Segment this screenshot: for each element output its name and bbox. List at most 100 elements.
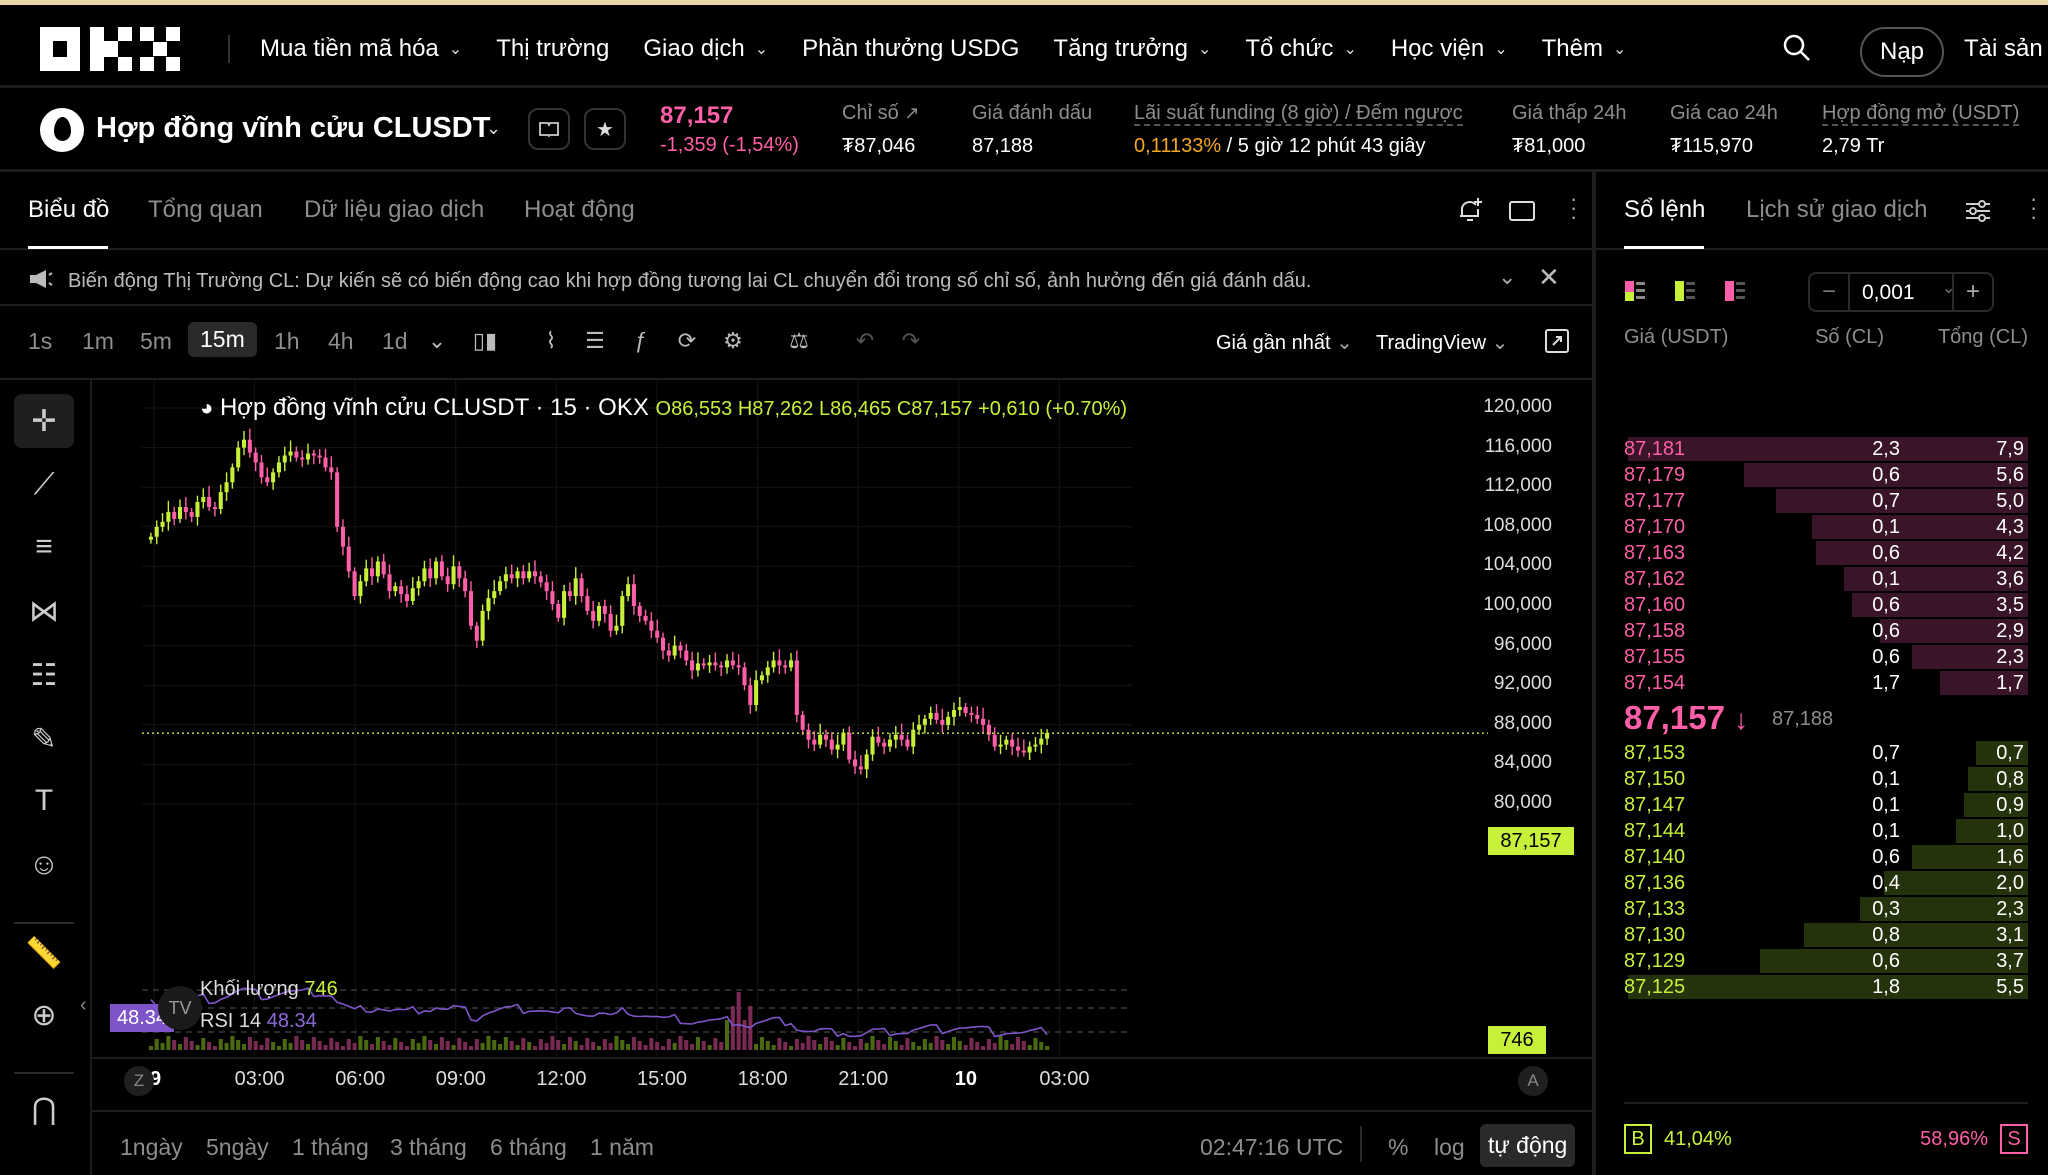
candle[interactable] [480,604,485,646]
candle[interactable] [614,614,619,635]
plus-icon[interactable]: + [1952,274,1992,310]
candle[interactable] [748,677,753,714]
candle[interactable] [1045,729,1050,745]
bid-row[interactable]: 87,136 0,4 2,0 [1596,870,2028,896]
timeframe-1m[interactable]: 1m [82,328,114,354]
external-link-icon[interactable]: ↗ [904,103,920,123]
candle[interactable] [439,555,444,581]
candle[interactable] [509,564,514,584]
bid-row[interactable]: 87,129 0,6 3,7 [1596,948,2028,974]
candle[interactable] [998,734,1003,755]
candle[interactable] [370,557,375,586]
ask-row[interactable]: 87,158 0,6 2,9 [1596,618,2028,644]
star-favorite-icon[interactable]: ★ [584,108,626,150]
list-icon[interactable]: ☰ [585,328,605,353]
candle[interactable] [666,643,671,662]
brush-icon[interactable]: ✎ [31,722,57,756]
candle[interactable] [882,738,887,755]
candle[interactable] [172,506,177,526]
assets-menu[interactable]: Tài sản [1964,35,2043,62]
nav-item[interactable]: Tăng trưởng ⌄ [1053,35,1211,63]
tick-size-select[interactable]: − 0,001 ⌄ + [1808,272,1994,312]
candle[interactable] [148,532,153,544]
candle[interactable] [701,658,706,670]
candle[interactable] [317,449,322,464]
close-icon[interactable]: ✕ [1538,262,1560,292]
funding-label[interactable]: Lãi suất funding (8 giờ) / Đếm ngược [1134,102,1463,126]
window-icon[interactable] [1508,200,1536,222]
candle[interactable] [864,749,869,779]
zoom-reset-button[interactable]: Z [124,1066,154,1096]
candle[interactable] [434,557,439,585]
candle[interactable] [596,602,602,626]
candle[interactable] [329,456,334,480]
minus-icon[interactable]: − [1810,274,1850,310]
candle[interactable] [521,565,526,585]
candle[interactable] [160,513,165,532]
candle[interactable] [905,734,910,751]
range-6m[interactable]: 6 tháng [490,1134,567,1160]
candle[interactable] [241,430,247,456]
settings-icon[interactable]: ⚙ [723,328,743,353]
bid-row[interactable]: 87,153 0,7 0,7 [1596,740,2028,766]
candle[interactable] [812,730,817,751]
undo-icon[interactable]: ↶ [855,328,875,353]
view-both-icon[interactable] [1624,280,1646,302]
candle[interactable] [387,564,392,599]
candle[interactable] [375,556,380,583]
candle[interactable] [870,729,875,761]
candle[interactable] [1010,733,1015,756]
auto-toggle[interactable]: tự động [1480,1124,1576,1167]
ruler-icon[interactable]: 📏 [25,936,63,970]
scale-balance-icon[interactable]: ⚖ [789,328,809,353]
candle[interactable] [829,732,834,755]
book-icon[interactable] [528,108,570,150]
candle[interactable] [253,447,258,472]
ask-row[interactable]: 87,154 1,7 1,7 [1596,670,2028,696]
collapse-left-icon[interactable]: ‹ [80,994,87,1016]
candle[interactable] [1039,728,1044,754]
nav-item[interactable]: Thêm ⌄ [1542,35,1627,63]
candle[interactable] [352,567,357,601]
pattern-icon[interactable]: ⋈ [29,594,59,628]
candle[interactable] [934,704,939,724]
candle[interactable] [532,560,538,584]
candle[interactable] [189,507,194,523]
tab-overview[interactable]: Tổng quan [148,196,263,223]
candle[interactable] [858,755,863,775]
candle[interactable] [620,590,625,634]
nav-item[interactable]: Mua tiền mã hóa ⌄ [260,35,462,63]
candle[interactable] [393,582,398,597]
candle[interactable] [951,702,957,726]
timeframe-1d[interactable]: 1d [382,328,408,354]
candle[interactable] [300,449,305,468]
more-vertical-icon[interactable]: · · · [1570,186,1578,229]
bell-plus-icon[interactable] [1456,196,1484,224]
sliders-icon[interactable] [1964,198,1992,224]
candle[interactable] [690,651,695,680]
range-3m[interactable]: 3 tháng [390,1134,467,1160]
candle[interactable] [835,734,840,759]
price-source-select[interactable]: Giá gần nhất ⌄ [1216,330,1353,355]
search-icon[interactable] [1782,33,1812,63]
candle[interactable] [457,561,462,587]
view-select[interactable]: TradingView ⌄ [1376,330,1508,355]
candlestick-chart[interactable] [92,380,1592,1110]
crosshair-icon[interactable]: ✛ [14,394,74,448]
candle[interactable] [853,750,858,774]
timeframe-1s[interactable]: 1s [28,328,53,354]
bid-row[interactable]: 87,130 0,8 3,1 [1596,922,2028,948]
candle[interactable] [562,584,567,626]
candle[interactable] [847,726,852,764]
timeframe-4h[interactable]: 4h [328,328,354,354]
candle[interactable] [218,484,223,515]
candle[interactable] [986,719,991,742]
timeframe-15m[interactable]: 15m [188,322,257,357]
ask-row[interactable]: 87,181 2,3 7,9 [1596,436,2028,462]
candle[interactable] [678,641,683,659]
bid-row[interactable]: 87,144 0,1 1,0 [1596,818,2028,844]
candle[interactable] [649,612,654,639]
bid-row[interactable]: 87,150 0,1 0,8 [1596,766,2028,792]
candle[interactable] [224,472,229,501]
candle[interactable] [928,706,933,726]
